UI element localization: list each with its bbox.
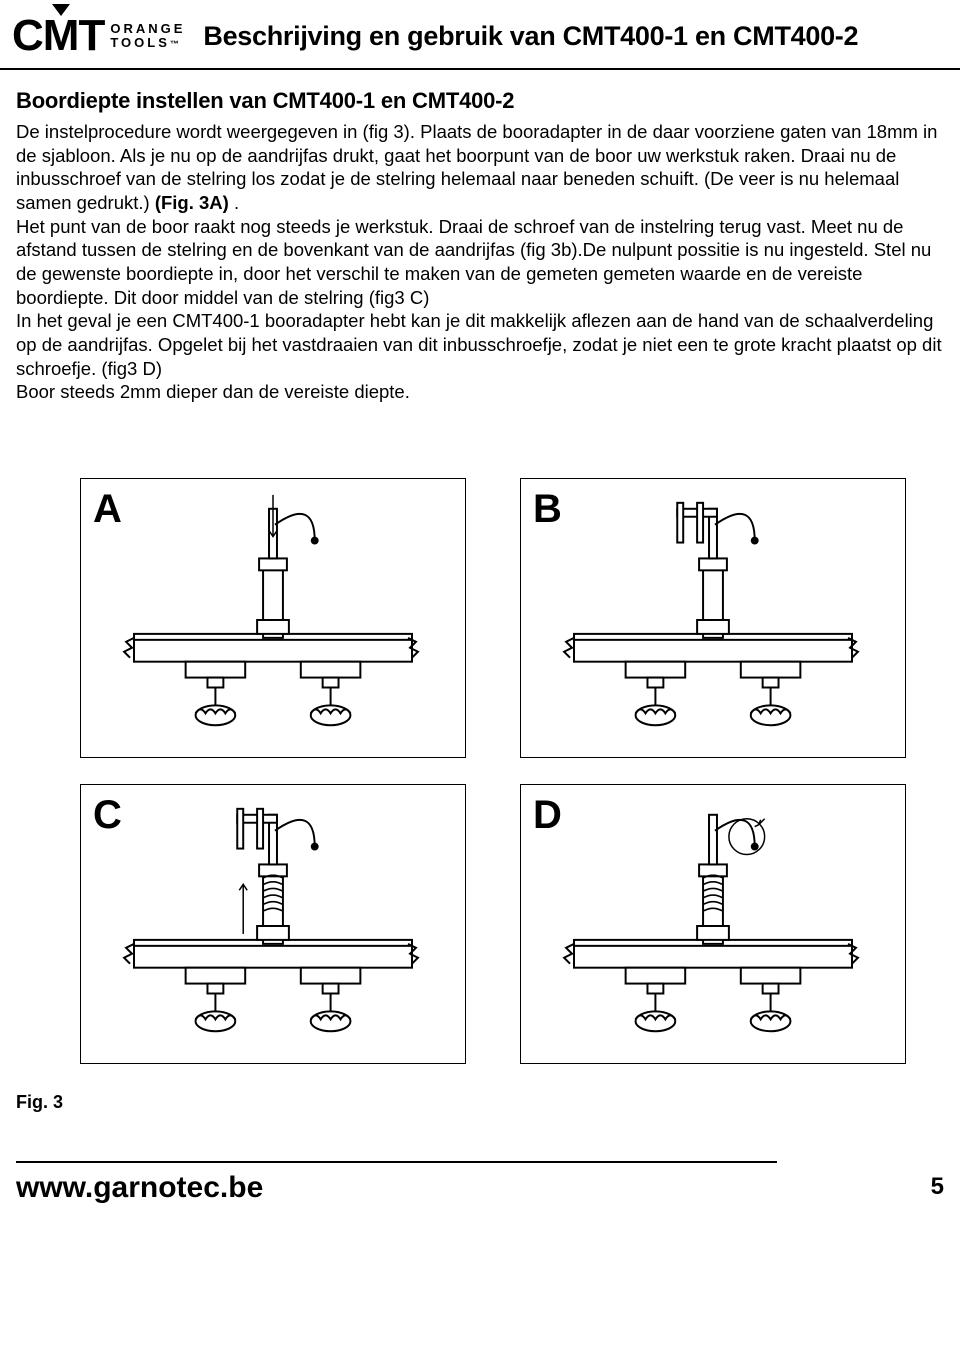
para2: Het punt van de boor raakt nog steeds je…: [16, 216, 931, 308]
para3: In het geval je een CMT400-1 booradapter…: [16, 310, 942, 378]
logo-m: M: [43, 14, 79, 58]
logo-text: CMT: [12, 14, 104, 58]
para4: Boor steeds 2mm dieper dan de vereiste d…: [16, 381, 410, 402]
figure-b: B: [520, 478, 906, 758]
para1-tail: .: [234, 192, 239, 213]
page-footer: www.garnotec.be 5: [0, 1161, 960, 1211]
figure-c-diagram: [81, 785, 465, 1063]
figure-grid: A B C D: [0, 408, 960, 1074]
section-heading: Boordiepte instellen van CMT400-1 en CMT…: [16, 88, 944, 114]
logo-c: C: [12, 14, 43, 58]
page-title: Beschrijving en gebruik van CMT400-1 en …: [203, 21, 858, 52]
logo-sub-line1: ORANGE: [110, 22, 185, 36]
logo-sub-line2: TOOLS: [110, 36, 185, 50]
figure-c: C: [80, 784, 466, 1064]
figure-caption: Fig. 3: [0, 1074, 960, 1113]
logo-subtext: ORANGE TOOLS: [110, 22, 185, 51]
figure-d: D: [520, 784, 906, 1064]
fig3a-ref: (Fig. 3A): [155, 192, 229, 213]
figure-b-label: B: [533, 487, 562, 532]
footer-url: www.garnotec.be: [16, 1161, 777, 1205]
figure-a-label: A: [93, 487, 122, 532]
logo-t: T: [78, 14, 104, 58]
page-header: CMT ORANGE TOOLS Beschrijving en gebruik…: [0, 0, 960, 70]
figure-c-label: C: [93, 793, 122, 838]
main-content: Boordiepte instellen van CMT400-1 en CMT…: [0, 70, 960, 408]
page-number: 5: [931, 1173, 944, 1205]
figure-d-label: D: [533, 793, 562, 838]
body-paragraph: De instelprocedure wordt weergegeven in …: [16, 120, 944, 404]
figure-b-diagram: [521, 479, 905, 757]
figure-a-diagram: [81, 479, 465, 757]
brand-logo: CMT ORANGE TOOLS: [12, 14, 185, 58]
figure-a: A: [80, 478, 466, 758]
figure-d-diagram: [521, 785, 905, 1063]
